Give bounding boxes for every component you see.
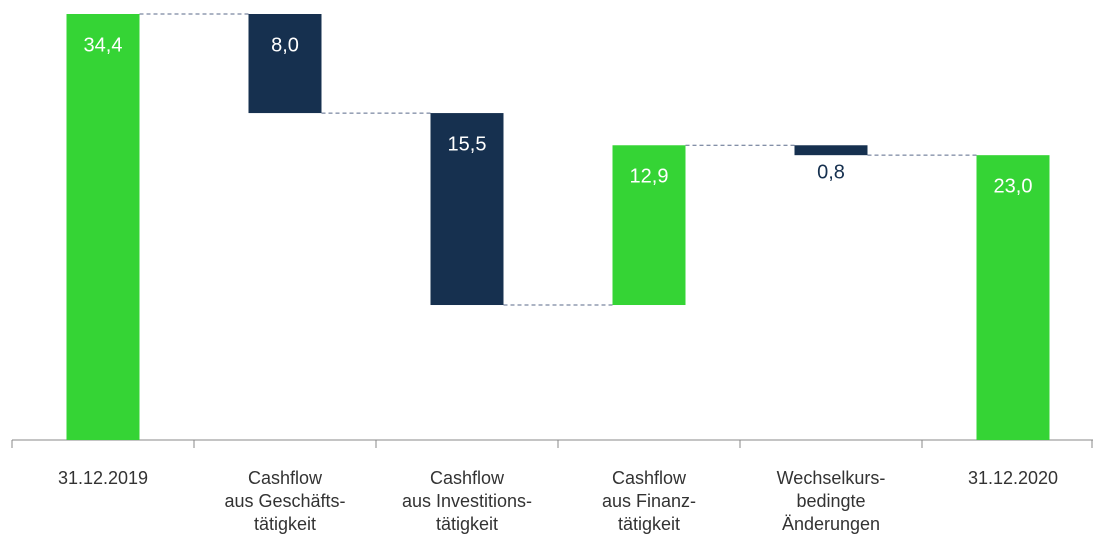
x-tick-label: Cashflow xyxy=(612,468,687,488)
x-tick-label: 31.12.2019 xyxy=(58,468,148,488)
x-tick-label: aus Finanz- xyxy=(602,491,696,511)
x-tick-label: Cashflow xyxy=(430,468,505,488)
x-tick-label: tätigkeit xyxy=(618,514,680,534)
x-tick-label: aus Investitions- xyxy=(402,491,532,511)
bar xyxy=(612,145,686,306)
bar xyxy=(430,113,504,306)
value-label: 8,0 xyxy=(271,34,299,56)
x-tick-label: 31.12.2020 xyxy=(968,468,1058,488)
value-label: 34,4 xyxy=(84,34,123,56)
x-tick-label: Cashflow xyxy=(248,468,323,488)
bar xyxy=(248,14,322,114)
x-tick-label: tätigkeit xyxy=(254,514,316,534)
value-label: 0,8 xyxy=(817,161,845,183)
value-label: 15,5 xyxy=(448,133,487,155)
x-tick-label: aus Geschäfts- xyxy=(224,491,345,511)
x-tick-label: Wechselkurs- xyxy=(777,468,886,488)
x-tick-label: bedingte xyxy=(796,491,865,511)
value-label: 12,9 xyxy=(630,166,669,188)
x-tick-label: Änderungen xyxy=(782,514,880,534)
bar xyxy=(976,155,1050,440)
bar xyxy=(794,145,868,156)
value-label: 23,0 xyxy=(994,175,1033,197)
bar xyxy=(66,14,140,440)
x-tick-label: tätigkeit xyxy=(436,514,498,534)
